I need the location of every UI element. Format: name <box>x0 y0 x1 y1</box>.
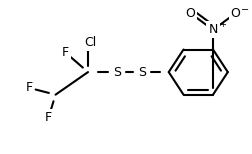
Text: Cl: Cl <box>84 36 96 49</box>
Text: O: O <box>231 7 241 20</box>
Text: O: O <box>185 7 195 20</box>
Text: +: + <box>219 20 226 29</box>
Text: S: S <box>138 66 146 79</box>
Text: N: N <box>208 23 218 36</box>
Text: F: F <box>25 81 33 94</box>
Text: −: − <box>241 5 249 15</box>
Text: F: F <box>45 111 52 124</box>
Text: F: F <box>62 46 69 59</box>
Text: S: S <box>114 66 121 79</box>
